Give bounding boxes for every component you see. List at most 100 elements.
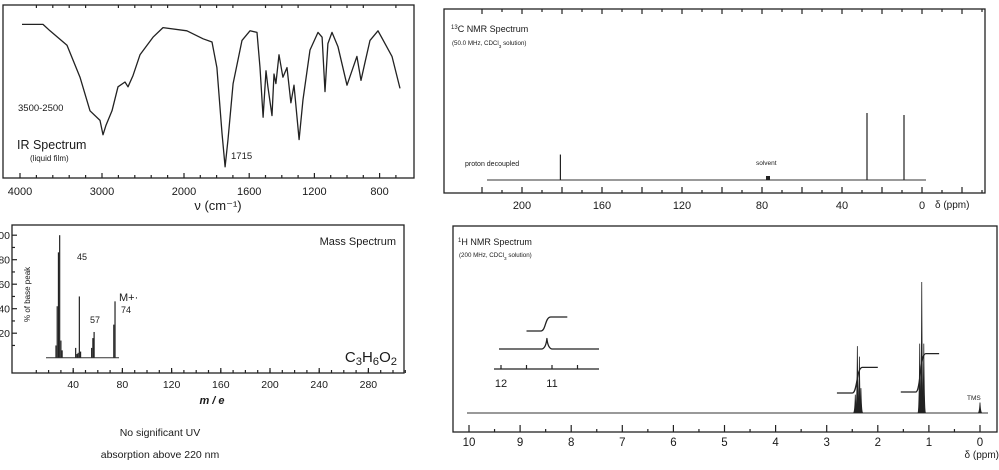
text-run: C xyxy=(345,349,356,366)
ms-x-tick-label: 240 xyxy=(310,379,328,391)
uv-note-line2: absorption above 220 nm xyxy=(101,449,220,461)
h1-tick-label: 6 xyxy=(670,437,676,449)
h1-subtitle: (200 MHz, CDCl3​ solution) xyxy=(459,252,532,261)
ms-y-tick-label: 100 xyxy=(0,230,10,242)
ms-x-tick-label: 120 xyxy=(163,379,181,391)
ms-x-tick-label: 160 xyxy=(212,379,230,391)
h1-tick-label: 1 xyxy=(926,437,932,449)
h1-frame xyxy=(452,225,998,433)
c13-x-label: δ (ppm) xyxy=(935,200,969,211)
ir-tick-label: 1600 xyxy=(237,186,261,198)
c13-proton-decoupled-label: proton decoupled xyxy=(465,161,519,168)
text-run: O xyxy=(379,349,391,366)
c13-title-sup: 13 xyxy=(451,25,458,31)
c13-tick-label: 120 xyxy=(673,200,691,212)
text-run: solution) xyxy=(501,40,526,47)
ms-x-tick-label: 280 xyxy=(360,379,378,391)
c13-frame xyxy=(443,8,986,194)
text-run: CDCl xyxy=(484,40,499,47)
h1-title-main: H NMR Spectrum xyxy=(461,237,532,247)
c13-solvent-label: solvent xyxy=(756,160,777,167)
ir-tick-label: 800 xyxy=(370,186,388,198)
ms-y-tick-label: 60 xyxy=(0,279,10,291)
ms-y-tick-label: 20 xyxy=(0,328,10,340)
text-run: H xyxy=(362,349,373,366)
h1-tick-label: 10 xyxy=(463,437,476,449)
ir-x-label: ν (cm⁻¹) xyxy=(194,198,241,213)
ms-y-tick-label: 80 xyxy=(0,255,10,267)
c13-tick-label: 40 xyxy=(836,200,848,212)
ms-x-tick-label: 200 xyxy=(261,379,279,391)
ms-x-label: m / e xyxy=(199,395,224,407)
ir-annotation-1715: 1715 xyxy=(231,151,252,162)
c13-solvent-peak xyxy=(766,176,770,180)
ir-tick-label: 1200 xyxy=(302,186,326,198)
mass-spectrum-panel: 40 80 120 160 200 240 280 100 80 60 40 20 % of base… xyxy=(0,224,406,407)
ms-label-molecular-ion: M+· xyxy=(119,292,138,304)
ms-axes: 40 80 120 160 200 240 280 100 80 60 40 20 xyxy=(0,230,406,391)
ms-x-tick-label: 40 xyxy=(67,379,79,391)
h1-inset-peak xyxy=(499,337,599,350)
h1-tms-label: TMS xyxy=(967,395,981,402)
c13-tick-label: 0 xyxy=(919,200,925,212)
h1-nmr-panel: 10 9 8 7 6 5 4 3 2 1 0 12 11 1H NMR Spectrum (200 M… xyxy=(452,225,999,461)
ir-tick-label: 4000 xyxy=(8,186,32,198)
h1-peak xyxy=(977,402,983,414)
ir-x-axis: 4000 3000 2000 1600 1200 800 xyxy=(8,5,397,198)
ms-peaks xyxy=(55,235,116,358)
ms-formula: C3​H6​O2​ xyxy=(345,349,397,368)
c13-tick-label: 80 xyxy=(756,200,768,212)
ir-annotation-broad: 3500-2500 xyxy=(18,103,63,114)
h1-inset-tick-label: 11 xyxy=(546,378,557,390)
h1-tick-label: 8 xyxy=(568,437,574,449)
h1-title: 1H NMR Spectrum xyxy=(458,237,532,247)
h1-x-axis: 10 9 8 7 6 5 4 3 2 1 0 xyxy=(463,425,983,449)
text-run: (50.0 MHz, xyxy=(452,40,484,47)
subscript: 3 xyxy=(504,256,507,261)
ir-tick-label: 3000 xyxy=(90,186,114,198)
c13-peaks xyxy=(559,113,905,180)
c13-subtitle: (50.0 MHz, CDCl3​ solution) xyxy=(452,40,526,49)
h1-peak xyxy=(858,388,864,414)
subscript: 3 xyxy=(499,44,502,49)
ms-label-45: 45 xyxy=(77,252,87,262)
h1-tick-label: 3 xyxy=(823,437,829,449)
h1-tick-label: 7 xyxy=(619,437,625,449)
subscript: 2 xyxy=(391,356,397,368)
h1-tick-label: 2 xyxy=(875,437,881,449)
h1-inset-integral xyxy=(526,316,568,332)
c13-title: 13C NMR Spectrum xyxy=(451,24,528,34)
subscript: 6 xyxy=(373,356,379,368)
c13-x-axis: 200 160 120 80 40 0 xyxy=(481,9,983,212)
ms-x-tick-label: 80 xyxy=(117,379,129,391)
h1-inset-tick-label: 12 xyxy=(495,378,507,390)
text-run: (200 MHz, xyxy=(459,252,489,259)
h1-tick-label: 5 xyxy=(721,437,727,449)
c13-tick-label: 200 xyxy=(513,200,531,212)
c13-nmr-panel: 200 160 120 80 40 0 13C NMR Spectrum (50.0 MH… xyxy=(443,8,986,212)
ir-curve xyxy=(22,23,401,168)
h1-tick-label: 4 xyxy=(772,437,779,449)
ms-y-tick-label: 40 xyxy=(0,304,10,316)
ir-subtitle: (liquid film) xyxy=(30,154,69,163)
text-run: CDCl xyxy=(489,252,504,259)
h1-x-label: δ (ppm) xyxy=(965,450,999,461)
ir-title: IR Spectrum xyxy=(17,138,86,152)
ms-y-label: % of base peak xyxy=(23,266,32,322)
h1-peak xyxy=(921,343,926,414)
subscript: 3 xyxy=(356,356,362,368)
h1-title-sup: 1 xyxy=(458,238,462,244)
uv-note-line1: No significant UV xyxy=(120,427,201,439)
h1-inset: 12 11 xyxy=(494,316,599,390)
ms-label-57: 57 xyxy=(90,315,100,325)
ms-label-74: 74 xyxy=(121,305,131,315)
c13-title-main: C NMR Spectrum xyxy=(458,24,529,34)
h1-integrals xyxy=(836,352,940,394)
h1-integral-curve xyxy=(900,352,940,393)
c13-tick-label: 160 xyxy=(593,200,611,212)
h1-integral-curve xyxy=(836,366,878,394)
ms-title: Mass Spectrum xyxy=(320,236,396,248)
h1-tick-label: 0 xyxy=(977,437,983,449)
ir-tick-label: 2000 xyxy=(172,186,196,198)
